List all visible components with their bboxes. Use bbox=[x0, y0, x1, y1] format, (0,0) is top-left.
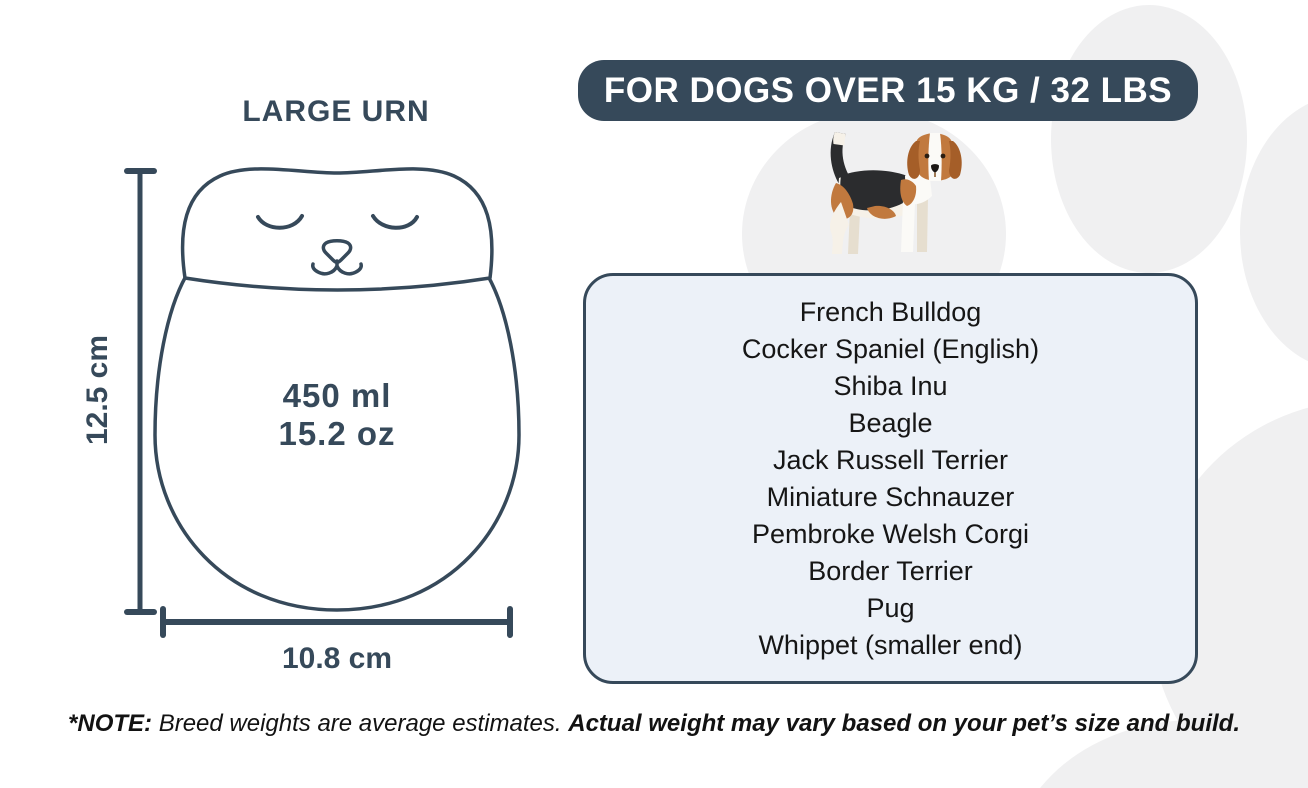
breed-item: French Bulldog bbox=[799, 296, 982, 327]
dimension-line-vertical bbox=[124, 168, 157, 615]
breed-item: Border Terrier bbox=[808, 555, 973, 586]
width-dimension-label: 10.8 cm bbox=[282, 642, 392, 675]
breed-item: Miniature Schnauzer bbox=[766, 481, 1015, 512]
breed-item: Whippet (smaller end) bbox=[758, 629, 1023, 660]
footnote: *NOTE: Breed weights are average estimat… bbox=[0, 710, 1308, 738]
beagle-tail bbox=[830, 132, 853, 184]
footnote-regular-text: Breed weights are average estimates. bbox=[158, 710, 562, 737]
breed-list-box: French Bulldog Cocker Spaniel (English) Sh… bbox=[583, 273, 1198, 684]
beagle-far-front-leg bbox=[917, 196, 928, 252]
dimension-line-horizontal bbox=[160, 606, 513, 638]
beagle-eye-left bbox=[924, 153, 930, 159]
beagle-ear-right bbox=[949, 141, 962, 179]
height-dimension-label: 12.5 cm bbox=[85, 335, 114, 445]
urn-capacity-ml: 450 ml bbox=[283, 377, 392, 414]
urn-diagram: 450 ml 15.2 oz 12.5 cm 10.8 cm bbox=[85, 167, 521, 675]
breed-item: Cocker Spaniel (English) bbox=[741, 333, 1040, 364]
beagle-tail-tip bbox=[833, 132, 846, 146]
breed-item: Pembroke Welsh Corgi bbox=[751, 518, 1030, 549]
beagle-near-hind-leg bbox=[830, 202, 849, 254]
breed-item: Pug bbox=[866, 592, 915, 623]
cat-nose bbox=[321, 239, 353, 264]
beagle-flank-patch bbox=[867, 205, 896, 219]
urn-capacity-oz: 15.2 oz bbox=[278, 415, 395, 452]
cat-eye-left bbox=[256, 214, 304, 230]
urn-size-title: LARGE URN bbox=[242, 95, 430, 128]
breed-item: Beagle bbox=[848, 407, 933, 438]
breed-item: Jack Russell Terrier bbox=[772, 444, 1009, 475]
beagle-saddle bbox=[840, 170, 912, 211]
beagle-ear-left bbox=[907, 141, 920, 179]
weight-class-badge: FOR DOGS OVER 15 KG / 32 LBS bbox=[578, 60, 1198, 121]
paw-print-shape bbox=[1051, 5, 1247, 273]
beagle-nose bbox=[931, 164, 939, 173]
footnote-bold-text: Actual weight may vary based on your pet… bbox=[568, 710, 1240, 737]
beagle-far-hind-leg bbox=[848, 208, 860, 254]
cat-mouth bbox=[311, 259, 363, 276]
paw-print-shape bbox=[1240, 95, 1308, 370]
beagle-near-front-leg bbox=[901, 200, 915, 252]
beagle-eye-right bbox=[940, 153, 946, 159]
footnote-prefix: *NOTE: bbox=[68, 710, 153, 737]
urn-lid-outline bbox=[180, 167, 494, 292]
beagle-illustration bbox=[830, 132, 962, 254]
breed-item: Shiba Inu bbox=[833, 370, 948, 401]
beagle-shoulder-patch bbox=[900, 179, 917, 206]
cat-eye-right bbox=[371, 214, 419, 230]
